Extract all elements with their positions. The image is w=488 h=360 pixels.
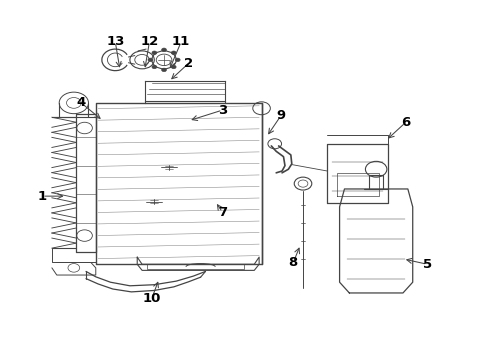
Text: 12: 12 bbox=[140, 35, 158, 49]
Circle shape bbox=[152, 65, 157, 69]
Text: 5: 5 bbox=[422, 258, 431, 271]
Text: 8: 8 bbox=[288, 256, 297, 269]
Text: 13: 13 bbox=[106, 35, 124, 49]
Text: 3: 3 bbox=[218, 104, 227, 117]
Text: 7: 7 bbox=[218, 206, 226, 219]
Text: 6: 6 bbox=[400, 116, 409, 129]
Text: 9: 9 bbox=[276, 109, 285, 122]
Text: 2: 2 bbox=[183, 57, 193, 70]
Circle shape bbox=[171, 51, 176, 55]
Text: 11: 11 bbox=[172, 35, 190, 49]
Circle shape bbox=[175, 58, 180, 62]
Circle shape bbox=[161, 48, 166, 51]
Text: 4: 4 bbox=[76, 96, 85, 109]
Circle shape bbox=[148, 58, 153, 62]
Text: 1: 1 bbox=[38, 190, 47, 203]
Circle shape bbox=[161, 68, 166, 72]
Circle shape bbox=[171, 65, 176, 69]
Circle shape bbox=[152, 51, 157, 55]
Text: 10: 10 bbox=[142, 292, 161, 305]
